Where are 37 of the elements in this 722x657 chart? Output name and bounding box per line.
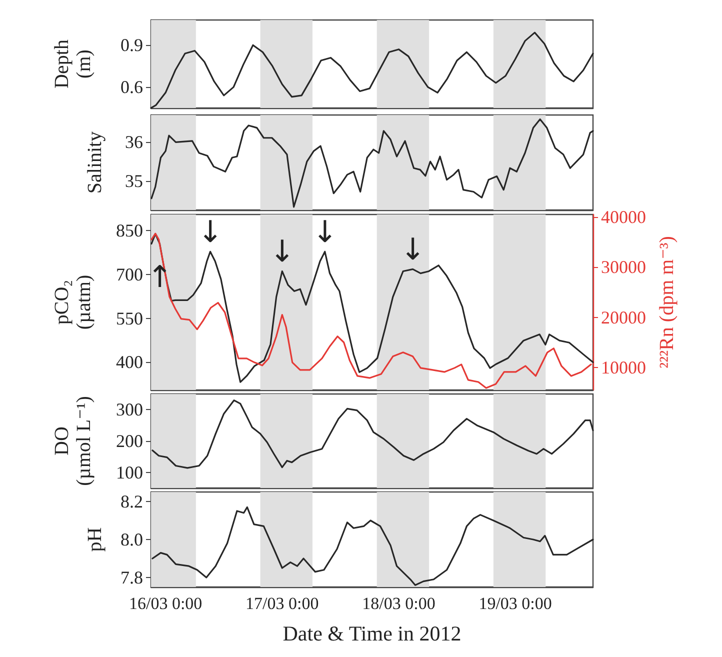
y-tick-label: 0.9 bbox=[120, 35, 143, 56]
y-axis-title: pCO₂ (µatm) bbox=[51, 274, 95, 330]
x-tick-label: 17/03 0:00 bbox=[246, 594, 319, 613]
y-tick-label: 8.2 bbox=[120, 492, 143, 512]
annotation: ↓ bbox=[270, 234, 295, 270]
x-tick-label: 18/03 0:00 bbox=[362, 594, 436, 613]
y-tick-label: 7.8 bbox=[120, 568, 143, 588]
annotation: ↓ bbox=[400, 232, 426, 268]
y-axis-title: DO (µmol L⁻¹) bbox=[51, 396, 95, 486]
y-tick-label: 35 bbox=[125, 170, 143, 191]
annotation: ↓ bbox=[312, 215, 338, 250]
y2-tick-label: 20000 bbox=[601, 307, 646, 328]
y-axis-title: pH bbox=[84, 527, 106, 552]
line-series bbox=[150, 118, 594, 208]
y-tick-label: 400 bbox=[116, 352, 143, 372]
y2-axis-title: ²²²Rn (dpm m⁻³) bbox=[656, 236, 678, 368]
line-series bbox=[152, 399, 594, 469]
y-tick-label: 850 bbox=[116, 220, 143, 241]
y-axis-title: Salinity bbox=[84, 131, 106, 194]
y-tick-label: 8.0 bbox=[120, 530, 143, 550]
y-tick-label: 200 bbox=[116, 431, 143, 451]
x-tick-label: 16/03 0:00 bbox=[128, 594, 202, 613]
y-tick-label: 36 bbox=[125, 132, 143, 152]
y-tick-label: 0.6 bbox=[120, 77, 143, 98]
y2-tick-label: 30000 bbox=[601, 257, 646, 278]
y-tick-label: 550 bbox=[116, 308, 143, 328]
y-axis-title: Depth (m) bbox=[51, 40, 95, 88]
annotation: ↑ bbox=[147, 260, 172, 295]
y-tick-label: 300 bbox=[116, 400, 143, 420]
y-tick-label: 700 bbox=[116, 264, 143, 284]
line-series bbox=[152, 506, 594, 586]
y2-tick-label: 10000 bbox=[601, 357, 646, 378]
y-tick-label: 100 bbox=[116, 462, 143, 482]
y2-tick-label: 40000 bbox=[601, 207, 646, 227]
x-axis-title: Date & Time in 2012 bbox=[282, 622, 462, 646]
x-tick-label: 19/03 0:00 bbox=[478, 594, 552, 613]
annotation: ↓ bbox=[198, 215, 223, 250]
